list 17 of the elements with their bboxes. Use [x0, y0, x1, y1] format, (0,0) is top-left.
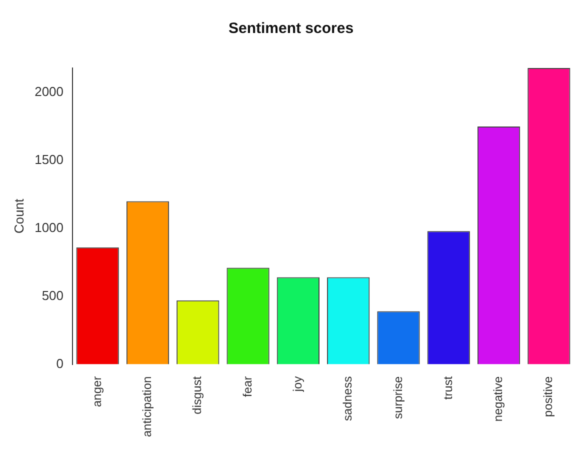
y-tick-label: 1000 [34, 220, 64, 235]
x-tick-label: positive [541, 376, 556, 417]
chart-title: Sentiment scores [228, 20, 354, 38]
x-tick-label: negative [491, 376, 506, 422]
x-tick-label: anger [90, 376, 104, 407]
y-tick-label: 2000 [34, 84, 64, 100]
x-tick-label: anticipation [140, 376, 154, 438]
x-tick-label: surprise [390, 376, 405, 419]
x-tick-label: joy [290, 376, 304, 393]
y-tick-label: 500 [42, 288, 64, 303]
x-tick-label: fear [240, 376, 254, 397]
x-tick-label: sadness [340, 376, 355, 421]
x-tick-label: disgust [190, 376, 204, 414]
y-tick-label: 0 [56, 356, 64, 371]
y-tick-label: 1500 [34, 152, 64, 167]
x-tick-label: trust [440, 376, 455, 400]
y-axis-title: Count [11, 198, 26, 234]
